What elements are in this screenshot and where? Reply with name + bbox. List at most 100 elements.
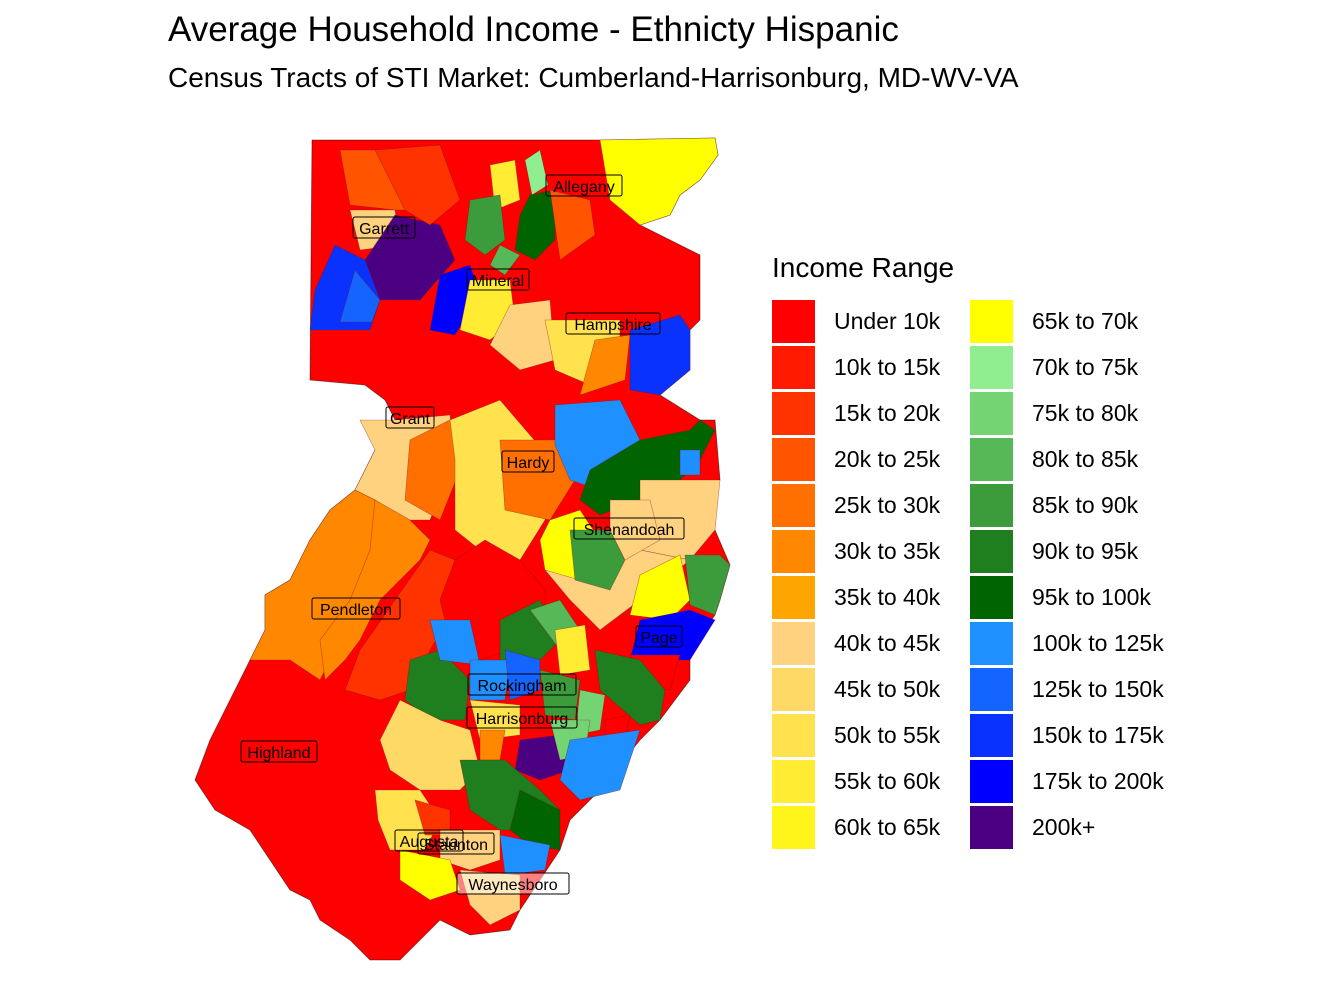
legend-item: 95k to 100k	[970, 574, 1168, 620]
legend-item: 50k to 55k	[772, 712, 970, 758]
legend-item: 45k to 50k	[772, 666, 970, 712]
svg-text:Pendleton: Pendleton	[320, 602, 392, 619]
legend-label: 30k to 35k	[834, 537, 941, 564]
svg-text:Mineral: Mineral	[472, 273, 524, 290]
map-label-garrett: Garrett	[352, 216, 416, 239]
legend-label: 200k+	[1032, 813, 1096, 840]
legend-item: 175k to 200k	[970, 758, 1168, 804]
legend-label: 175k to 200k	[1032, 767, 1164, 794]
tract	[579, 334, 631, 396]
legend-label: 45k to 50k	[834, 675, 941, 702]
tract	[514, 189, 556, 261]
legend-swatch	[772, 345, 815, 389]
legend-item: 85k to 90k	[970, 482, 1168, 528]
tract	[374, 144, 461, 226]
svg-text:Garrett: Garrett	[359, 221, 409, 238]
legend-label: 80k to 85k	[1032, 445, 1139, 472]
tract	[464, 194, 506, 256]
legend-swatch	[772, 391, 815, 435]
legend-label: 95k to 100k	[1032, 583, 1151, 610]
legend-label: 40k to 45k	[834, 629, 941, 656]
tract	[404, 419, 461, 521]
legend-swatch	[970, 575, 1013, 619]
legend-item: 75k to 80k	[970, 390, 1168, 436]
legend-item: 80k to 85k	[970, 436, 1168, 482]
county-labels: Allegany Garrett Mineral Hampshire Grant…	[240, 174, 685, 895]
svg-text:Waynesboro: Waynesboro	[468, 877, 557, 894]
map-label-shenandoah: Shenandoah	[573, 517, 685, 540]
legend-label: 10k to 15k	[834, 353, 941, 380]
legend-item: 100k to 125k	[970, 620, 1168, 666]
svg-text:Page: Page	[640, 630, 677, 647]
legend-label: Under 10k	[834, 307, 941, 334]
legend-swatch	[772, 621, 815, 665]
legend-item: 40k to 45k	[772, 620, 970, 666]
tract	[379, 699, 481, 791]
legend-item: 200k+	[970, 804, 1168, 850]
map-title: Average Household Income - Ethnicty Hisp…	[168, 10, 899, 49]
map-label-rockingham: Rockingham	[467, 673, 577, 696]
tract	[524, 149, 549, 196]
legend-item: 20k to 25k	[772, 436, 970, 482]
legend-swatch	[970, 759, 1013, 803]
tract	[569, 529, 626, 591]
legend-item: 55k to 60k	[772, 758, 970, 804]
legend-swatch	[772, 713, 815, 757]
map-label-grant: Grant	[385, 406, 435, 429]
tract	[594, 649, 666, 726]
legend-item: 30k to 35k	[772, 528, 970, 574]
tract	[549, 189, 596, 261]
tract	[554, 624, 591, 676]
legend-swatch	[772, 805, 815, 849]
map-label-pendleton: Pendleton	[311, 597, 401, 620]
legend-swatch	[772, 575, 815, 619]
map-label-harrisonburg: Harrisonburg	[466, 706, 578, 729]
legend-swatch	[772, 437, 815, 481]
legend-column: 65k to 70k 70k to 75k 75k to 80k 80k to 85k…	[970, 298, 1168, 850]
legend-swatch	[772, 483, 815, 527]
legend-label: 85k to 90k	[1032, 491, 1139, 518]
tract	[439, 829, 501, 871]
svg-text:Hardy: Hardy	[507, 455, 550, 472]
legend-label: 90k to 95k	[1032, 537, 1139, 564]
legend-item: 90k to 95k	[970, 528, 1168, 574]
tract	[489, 299, 556, 371]
map-label-allegany: Allegany	[545, 174, 623, 197]
svg-text:Harrisonburg: Harrisonburg	[476, 711, 568, 728]
legend-label: 125k to 150k	[1032, 675, 1164, 702]
tract	[489, 244, 521, 276]
svg-text:Allegany: Allegany	[553, 179, 614, 196]
legend-columns: Under 10k 10k to 15k 15k to 20k 20k to 25k 2…	[772, 298, 1168, 850]
legend-item: 60k to 65k	[772, 804, 970, 850]
svg-text:Grant: Grant	[390, 411, 431, 428]
map-label-highland: Highland	[240, 740, 318, 763]
svg-text:Highland: Highland	[247, 745, 310, 762]
tract	[559, 729, 641, 801]
legend-swatch	[970, 483, 1013, 527]
tract	[319, 499, 431, 681]
svg-text:Rockingham: Rockingham	[478, 678, 567, 695]
legend-label: 100k to 125k	[1032, 629, 1164, 656]
legend-label: 15k to 20k	[834, 399, 941, 426]
legend-item: 125k to 150k	[970, 666, 1168, 712]
legend-swatch	[772, 529, 815, 573]
legend-label: 55k to 60k	[834, 767, 941, 794]
tract	[679, 449, 701, 476]
svg-text:Shenandoah: Shenandoah	[584, 522, 675, 539]
legend-swatch	[970, 621, 1013, 665]
tract	[514, 734, 571, 781]
tract	[504, 649, 541, 701]
legend-swatch	[970, 391, 1013, 435]
legend-swatch	[970, 299, 1013, 343]
legend-item: 150k to 175k	[970, 712, 1168, 758]
legend-label: 70k to 75k	[1032, 353, 1139, 380]
legend-item: 10k to 15k	[772, 344, 970, 390]
legend-label: 65k to 70k	[1032, 307, 1139, 334]
tract	[609, 499, 661, 561]
map-label-staunton: Staunton	[417, 832, 495, 855]
legend-item: 25k to 30k	[772, 482, 970, 528]
legend-swatch	[970, 713, 1013, 757]
legend-item: 65k to 70k	[970, 298, 1168, 344]
legend-label: 75k to 80k	[1032, 399, 1139, 426]
